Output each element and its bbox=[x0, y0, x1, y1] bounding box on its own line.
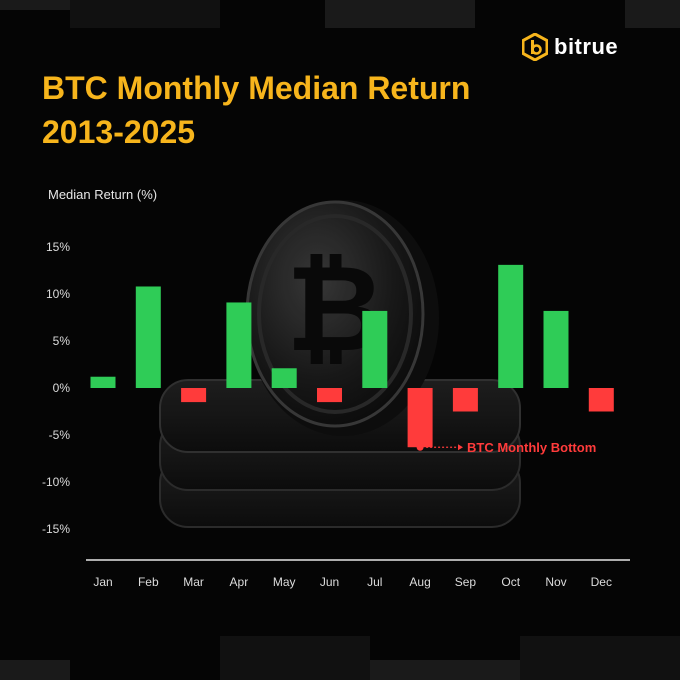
bar-feb bbox=[135, 286, 161, 388]
bar-dec bbox=[588, 388, 614, 412]
y-tick-label: -15% bbox=[42, 522, 70, 536]
y-tick-label: 0% bbox=[53, 381, 71, 395]
decor-block bbox=[370, 660, 520, 680]
x-tick-label: Mar bbox=[183, 575, 204, 589]
x-tick-label: Jul bbox=[367, 575, 382, 589]
page-title: BTC Monthly Median Return 2013-2025 bbox=[42, 66, 562, 154]
y-tick-label: -5% bbox=[49, 428, 71, 442]
y-tick-label: 5% bbox=[53, 334, 71, 348]
bar-nov bbox=[543, 310, 569, 388]
bar-jan bbox=[90, 376, 116, 388]
bar-aug bbox=[407, 388, 433, 448]
decor-block bbox=[220, 636, 370, 680]
x-tick-label: Oct bbox=[501, 575, 520, 589]
bar-apr bbox=[226, 302, 252, 388]
annotation-arrowhead bbox=[458, 444, 463, 451]
x-tick-label: Sep bbox=[455, 575, 477, 589]
x-tick-label: Feb bbox=[138, 575, 159, 589]
decor-block bbox=[625, 0, 680, 28]
title-line-2: 2013-2025 bbox=[42, 114, 196, 150]
bar-jun bbox=[317, 388, 342, 403]
decor-block bbox=[520, 636, 680, 680]
y-axis-label: Median Return (%) bbox=[48, 187, 158, 202]
x-tick-label: Apr bbox=[230, 575, 249, 589]
x-tick-label: Nov bbox=[545, 575, 566, 589]
bar-mar bbox=[181, 388, 207, 403]
y-axis-ticks: 15% 10% 5% 0% -5% -10% -15% bbox=[42, 240, 70, 536]
decor-block bbox=[70, 0, 220, 28]
brand-logo: bitrue bbox=[522, 33, 618, 61]
y-tick-label: 10% bbox=[46, 287, 70, 301]
x-tick-label: Jan bbox=[93, 575, 112, 589]
x-tick-label: Dec bbox=[591, 575, 612, 589]
brand-name: bitrue bbox=[554, 34, 619, 59]
x-axis-ticks: Jan Feb Mar Apr May Jun Jul Aug Sep Oct Nov Dec bbox=[93, 575, 612, 589]
y-tick-label: -10% bbox=[42, 475, 70, 489]
bar-may bbox=[271, 368, 297, 388]
decor-block bbox=[0, 0, 70, 10]
annotation-label: BTC Monthly Bottom bbox=[467, 440, 596, 455]
bar-sep bbox=[452, 388, 478, 412]
x-tick-label: Aug bbox=[409, 575, 430, 589]
y-tick-label: 15% bbox=[46, 240, 70, 254]
title-line-1: BTC Monthly Median Return bbox=[42, 70, 471, 106]
bar-jul bbox=[362, 310, 388, 388]
bitrue-hexagon-logo-icon bbox=[522, 33, 548, 61]
background-decoration: ₿ bbox=[159, 200, 521, 528]
annotation-dot bbox=[416, 443, 424, 451]
bars bbox=[90, 264, 614, 448]
decor-block bbox=[0, 660, 70, 680]
bar-oct bbox=[498, 264, 524, 388]
x-tick-label: May bbox=[273, 575, 296, 589]
x-tick-label: Jun bbox=[320, 575, 339, 589]
decor-block bbox=[325, 0, 475, 28]
annotation: BTC Monthly Bottom bbox=[416, 440, 596, 455]
